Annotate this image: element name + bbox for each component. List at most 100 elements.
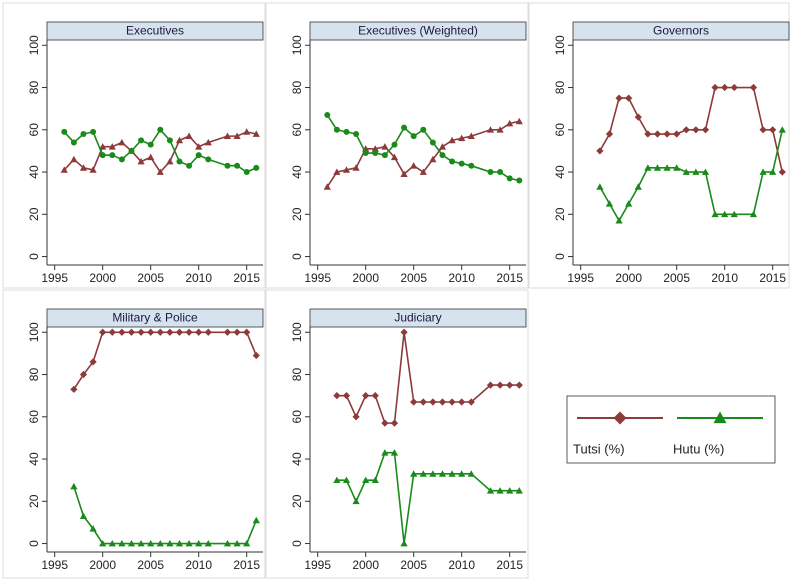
y-tick-label: 80 xyxy=(553,81,567,95)
data-point xyxy=(252,351,260,360)
data-point xyxy=(410,162,418,169)
x-tick-label: 1995 xyxy=(304,558,331,572)
data-point xyxy=(333,392,341,400)
data-point xyxy=(204,539,212,547)
data-point xyxy=(195,539,203,547)
data-point xyxy=(79,164,88,171)
data-point xyxy=(223,539,232,547)
data-point xyxy=(663,130,671,138)
data-point xyxy=(223,328,232,336)
data-point xyxy=(400,170,408,178)
series-line xyxy=(336,332,520,424)
data-point xyxy=(515,117,523,125)
data-point xyxy=(89,166,97,173)
data-point xyxy=(486,487,495,494)
data-point xyxy=(419,470,427,477)
data-point xyxy=(438,470,447,477)
data-point xyxy=(439,152,446,159)
y-tick-label: 100 xyxy=(553,35,567,55)
y-tick-label: 20 xyxy=(27,494,41,508)
series-line xyxy=(63,131,257,174)
data-point xyxy=(79,512,88,519)
data-point xyxy=(410,398,418,406)
data-point xyxy=(701,168,710,175)
y-tick-label: 20 xyxy=(290,494,304,508)
x-tick-label: 2000 xyxy=(352,271,379,285)
data-point xyxy=(486,126,495,133)
data-point xyxy=(759,126,767,134)
data-point xyxy=(243,169,250,176)
data-point xyxy=(342,166,351,173)
data-point xyxy=(605,130,614,138)
data-point xyxy=(663,164,671,171)
data-point xyxy=(233,132,241,140)
data-point xyxy=(99,539,107,547)
data-point xyxy=(381,152,388,159)
data-point xyxy=(175,539,184,547)
data-point xyxy=(467,398,475,406)
data-point xyxy=(137,157,145,165)
x-tick-label: 2015 xyxy=(233,558,260,572)
data-point xyxy=(204,138,212,146)
data-point xyxy=(458,470,466,477)
data-point xyxy=(486,381,495,389)
series-line xyxy=(326,114,520,182)
data-point xyxy=(118,539,126,547)
x-tick-label: 2000 xyxy=(89,558,116,572)
data-point xyxy=(324,112,331,118)
data-point xyxy=(109,152,116,159)
panel-frame xyxy=(2,2,266,289)
x-tick-label: 2005 xyxy=(137,558,164,572)
data-point xyxy=(224,162,231,169)
title-bar xyxy=(309,21,527,41)
data-point xyxy=(185,132,193,140)
x-tick-label: 1995 xyxy=(304,271,331,285)
y-tick-label: 20 xyxy=(27,207,41,221)
x-tick-label: 2010 xyxy=(185,271,212,285)
data-point xyxy=(749,210,758,218)
data-point xyxy=(166,328,174,336)
data-point xyxy=(127,539,136,547)
data-point xyxy=(186,162,193,169)
data-point xyxy=(323,183,331,190)
data-point xyxy=(233,539,241,547)
panel-frame xyxy=(265,289,529,579)
data-point xyxy=(108,143,116,150)
x-tick-label: 2005 xyxy=(137,271,164,285)
data-point xyxy=(497,169,504,176)
data-point xyxy=(195,152,202,159)
data-point xyxy=(496,381,504,389)
y-tick-label: 100 xyxy=(27,322,41,342)
data-point xyxy=(429,155,437,163)
y-tick-label: 60 xyxy=(27,123,41,137)
data-point xyxy=(381,449,389,456)
data-point xyxy=(420,126,427,133)
data-point xyxy=(721,210,729,218)
y-tick-label: 40 xyxy=(290,452,304,466)
data-point xyxy=(243,128,251,135)
data-point xyxy=(390,449,399,456)
y-tick-label: 0 xyxy=(27,540,41,547)
data-point xyxy=(682,126,690,134)
y-tick-label: 20 xyxy=(553,207,567,221)
data-point xyxy=(634,113,642,121)
data-point xyxy=(615,217,623,224)
data-point xyxy=(516,177,523,184)
data-point xyxy=(449,158,456,165)
data-point xyxy=(653,164,662,171)
data-point xyxy=(506,175,513,182)
data-point xyxy=(80,131,87,138)
data-point xyxy=(147,141,154,148)
data-point xyxy=(61,128,68,135)
data-point xyxy=(634,183,642,190)
data-point xyxy=(410,470,418,477)
data-point xyxy=(391,141,398,148)
y-tick-label: 80 xyxy=(27,368,41,382)
data-point xyxy=(438,143,447,150)
data-point xyxy=(70,155,78,163)
data-point xyxy=(204,328,212,336)
data-point xyxy=(118,138,126,146)
data-point xyxy=(243,328,251,336)
data-point xyxy=(401,124,408,131)
data-point xyxy=(390,153,399,161)
